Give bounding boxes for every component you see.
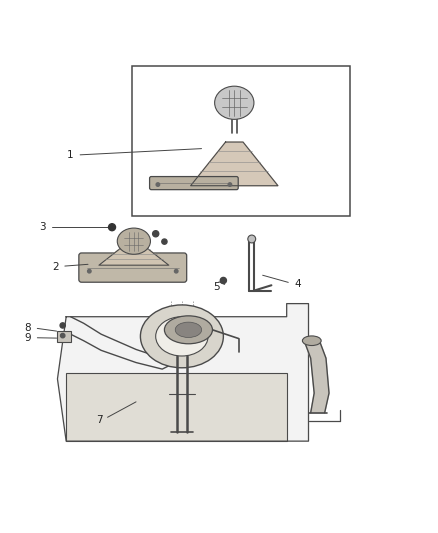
Text: 8: 8 [25,322,31,333]
Polygon shape [191,142,278,185]
Circle shape [174,270,178,273]
Bar [132,66,350,216]
Ellipse shape [155,317,208,356]
Bar [57,330,71,342]
Polygon shape [304,341,329,413]
Circle shape [60,323,65,328]
Bar [66,373,287,441]
Circle shape [152,231,159,237]
Ellipse shape [302,336,321,345]
Circle shape [88,270,91,273]
Text: 4: 4 [294,279,301,289]
Text: 1: 1 [67,150,74,160]
Text: 9: 9 [25,333,31,343]
Circle shape [109,224,116,231]
Text: 2: 2 [52,262,59,271]
FancyBboxPatch shape [79,253,187,282]
Ellipse shape [215,86,254,119]
Ellipse shape [141,305,223,368]
Ellipse shape [164,316,212,344]
Circle shape [220,277,226,284]
Circle shape [60,334,65,338]
Ellipse shape [175,322,201,337]
Ellipse shape [248,235,256,243]
Text: 6: 6 [141,332,148,341]
Ellipse shape [117,228,150,254]
Polygon shape [99,245,169,265]
Text: 5: 5 [213,282,220,292]
Text: 7: 7 [95,415,102,425]
Text: 3: 3 [39,222,46,232]
Circle shape [228,183,232,187]
FancyBboxPatch shape [150,176,238,190]
Polygon shape [57,304,308,441]
Circle shape [156,183,159,187]
Circle shape [162,239,167,244]
